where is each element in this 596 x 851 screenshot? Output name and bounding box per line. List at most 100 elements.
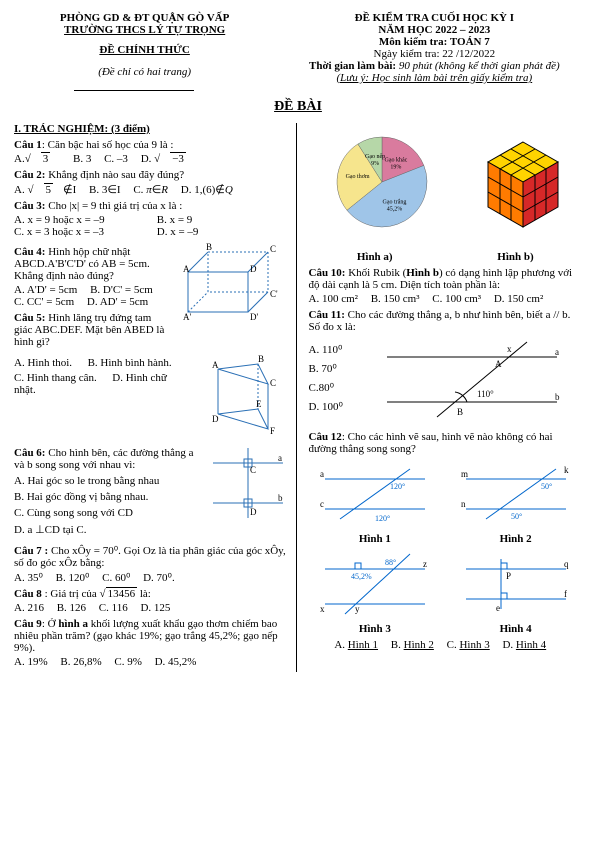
svg-text:D: D <box>250 264 257 274</box>
prism-figure: ABC DEF <box>198 354 288 439</box>
svg-text:E: E <box>256 399 262 409</box>
c12-a: A. Hình 1 <box>334 639 378 651</box>
c11-b: B. 70⁰ <box>309 362 369 375</box>
svg-text:Gạo thơm: Gạo thơm <box>346 174 370 180</box>
c6-c: C. Cùng song song với CD <box>14 507 200 519</box>
c1-a: A.3 <box>14 153 60 165</box>
c9-q: : Ở hình a khối lượng xuất khẩu gạo thơm… <box>14 618 278 654</box>
c12-fig1: a c 120° 120° <box>315 459 435 529</box>
c10-a: A. 100 cm² <box>309 293 358 305</box>
svg-text:c: c <box>320 499 324 509</box>
pie-chart: Gạo khác19%Gạo trắng45,2%Gạo thơmGạo nếp… <box>317 127 447 247</box>
c5-c: C. Hình thang cân. <box>14 372 97 384</box>
c9-b: B. 26,8% <box>60 656 101 668</box>
c3-b: B. x = 9 <box>157 214 193 226</box>
subject: Môn kiểm tra: TOÁN 7 <box>379 36 490 48</box>
svg-text:C: C <box>250 465 256 475</box>
c3-c: C. x = 3 hoặc x = –3 <box>14 226 144 238</box>
svg-text:120°: 120° <box>390 482 405 491</box>
c9-c: C. 9% <box>114 656 142 668</box>
svg-text:C: C <box>270 378 276 388</box>
svg-text:n: n <box>461 499 466 509</box>
svg-text:A: A <box>183 264 190 274</box>
svg-text:45,2%: 45,2% <box>387 206 403 212</box>
svg-text:Gạo trắng: Gạo trắng <box>383 198 407 205</box>
time-label: Thời gian làm bài: <box>309 60 396 72</box>
c7-title: Câu 7 : <box>14 545 48 557</box>
c11-title: Câu 11: <box>309 309 345 321</box>
c3-title: Câu 3: <box>14 200 45 212</box>
svg-text:D: D <box>212 414 219 424</box>
svg-text:a: a <box>278 453 282 463</box>
c10-b: B. 150 cm³ <box>371 293 420 305</box>
svg-text:50°: 50° <box>541 482 552 491</box>
exam-date: Ngày kiểm tra: 22 /12/2022 <box>287 48 582 60</box>
c9-opts: A. 19% B. 26,8% C. 9% D. 45,2% <box>14 656 288 668</box>
c1-b: B. 3 <box>73 153 91 165</box>
do-note: (Lưu ý: Học sinh làm bài trên giấy kiểm … <box>287 72 582 84</box>
c11-c: C.80⁰ <box>309 381 369 394</box>
svg-text:45,2%: 45,2% <box>351 572 372 581</box>
c9-a: A. 19% <box>14 656 48 668</box>
parallel-figure: a b C D <box>208 443 288 533</box>
c12-q: : Cho các hình vẽ sau, hình vẽ nào không… <box>309 431 553 455</box>
c12-b: B. Hình 2 <box>391 639 434 651</box>
svg-text:88°: 88° <box>385 558 396 567</box>
c6-b: B. Hai góc đồng vị bằng nhau. <box>14 491 200 503</box>
svg-text:Gạo nếp: Gạo nếp <box>365 153 385 160</box>
c1-q: : Căn bậc hai số học của 9 là : <box>42 139 174 151</box>
c1-title: Câu 1 <box>14 139 42 151</box>
c10-d: D. 150 cm² <box>494 293 543 305</box>
c8-title: Câu 8 <box>14 588 42 600</box>
c1-d: D. −3 <box>141 153 196 165</box>
year: NĂM HỌC 2022 – 2023 <box>287 24 582 36</box>
official-label: ĐỀ CHÍNH THỨC <box>14 44 275 56</box>
c2-d: D. 1,(6)∉Q <box>181 184 233 196</box>
svg-text:x: x <box>320 604 325 614</box>
main-title: ĐỀ BÀI <box>14 99 582 115</box>
c11-figure: a b x A B 110° <box>377 337 567 427</box>
c7-opts: A. 35⁰ B. 120⁰ C. 60⁰ D. 70⁰. <box>14 571 288 584</box>
c3-opts: A. x = 9 hoặc x = –9 B. x = 9 C. x = 3 h… <box>14 214 288 238</box>
c2-b: B. 3∈I <box>89 184 121 196</box>
c8-d: D. 125 <box>140 602 170 614</box>
c9-title: Câu 9 <box>14 618 42 630</box>
dept: PHÒNG GD & ĐT QUẬN GÒ VẤP <box>14 12 275 24</box>
c11-a: A. 110⁰ <box>309 343 369 356</box>
svg-text:z: z <box>423 559 427 569</box>
c7-q: Cho xÔy = 70⁰. Gọi Oz là tia phân giác c… <box>14 545 286 569</box>
c6-title: Câu 6: <box>14 447 45 459</box>
c1-c: C. –3 <box>104 153 128 165</box>
c12-fig4: q f e P <box>456 549 576 619</box>
header-left: PHÒNG GD & ĐT QUẬN GÒ VẤP TRƯỜNG THCS LÝ… <box>14 12 275 84</box>
c2-c: C. π∈R <box>133 184 168 196</box>
c4-a: A. A'D' = 5cm <box>14 284 77 296</box>
svg-text:B: B <box>206 242 212 252</box>
c10-opts: A. 100 cm² B. 150 cm³ C. 100 cm³ D. 150 … <box>309 293 583 305</box>
right-column: Gạo khác19%Gạo trắng45,2%Gạo thơmGạo nếp… <box>309 123 583 672</box>
svg-text:P: P <box>506 571 511 581</box>
rubik-cube <box>473 132 573 242</box>
c7-b: B. 120⁰ <box>56 572 90 584</box>
c12-h2: Hình 2 <box>500 533 532 545</box>
exam-title: ĐỀ KIỂM TRA CUỐI HỌC KỲ I <box>287 12 582 24</box>
c8-a: A. 216 <box>14 602 44 614</box>
c12-fig3: z x y 88° 45,2% <box>315 549 435 619</box>
svg-text:m: m <box>461 469 468 479</box>
c12-h4: Hình 4 <box>500 623 532 635</box>
c4-title: Câu 4: <box>14 246 45 258</box>
svg-text:B: B <box>258 354 264 364</box>
svg-text:e: e <box>496 603 500 613</box>
svg-text:19%: 19% <box>391 165 402 171</box>
svg-text:y: y <box>355 604 360 614</box>
c8-q: : Giá trị của 13456 là: <box>42 587 151 600</box>
c11-d: D. 100⁰ <box>309 400 369 413</box>
c5-a: A. Hình thoi. <box>14 357 72 369</box>
c2-a: A. 5∉I <box>14 184 76 196</box>
svg-text:120°: 120° <box>375 514 390 523</box>
c10-c: C. 100 cm³ <box>432 293 481 305</box>
c1-opts: A.3 B. 3 C. –3 D. −3 <box>14 153 288 165</box>
section-1-title: I. TRÁC NGHIỆM: (3 điểm) <box>14 123 288 135</box>
c10-title: Câu 10: <box>309 267 346 279</box>
school: TRƯỜNG THCS LÝ TỰ TRỌNG <box>14 24 275 36</box>
